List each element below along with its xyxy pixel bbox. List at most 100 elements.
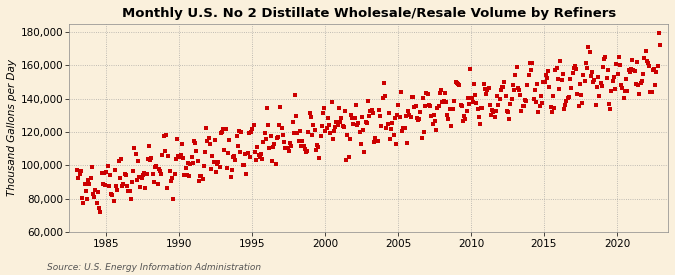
Point bbox=[402, 141, 412, 145]
Point bbox=[595, 81, 606, 86]
Point bbox=[515, 93, 526, 97]
Point bbox=[562, 96, 573, 100]
Point bbox=[594, 94, 605, 99]
Point bbox=[555, 58, 566, 63]
Point bbox=[330, 125, 341, 129]
Point bbox=[475, 121, 485, 126]
Point bbox=[531, 100, 541, 104]
Point bbox=[253, 153, 264, 157]
Point bbox=[145, 158, 156, 162]
Point bbox=[136, 175, 147, 180]
Point bbox=[230, 158, 241, 162]
Point bbox=[565, 77, 576, 81]
Point bbox=[259, 131, 270, 136]
Point bbox=[86, 165, 97, 169]
Point bbox=[400, 114, 411, 118]
Point bbox=[250, 158, 261, 163]
Point bbox=[377, 95, 388, 100]
Point bbox=[329, 128, 340, 133]
Point bbox=[73, 176, 84, 180]
Point bbox=[477, 106, 488, 110]
Point bbox=[462, 96, 473, 100]
Point bbox=[157, 153, 168, 157]
Point bbox=[297, 139, 308, 144]
Point bbox=[151, 163, 162, 168]
Point bbox=[168, 197, 179, 202]
Point bbox=[443, 117, 454, 122]
Point bbox=[138, 172, 148, 177]
Point bbox=[163, 154, 174, 158]
Point bbox=[182, 161, 193, 165]
Point bbox=[500, 94, 511, 98]
Point bbox=[304, 110, 315, 115]
Point bbox=[489, 115, 500, 119]
Point bbox=[467, 100, 478, 104]
Point bbox=[458, 119, 468, 123]
Point bbox=[421, 90, 432, 95]
Point bbox=[254, 155, 265, 160]
Point bbox=[274, 122, 285, 127]
Point bbox=[176, 142, 187, 147]
Point bbox=[219, 147, 230, 152]
Point bbox=[435, 91, 446, 95]
Point bbox=[608, 75, 619, 79]
Point bbox=[630, 82, 641, 87]
Point bbox=[559, 107, 570, 111]
Point bbox=[180, 166, 191, 170]
Point bbox=[190, 141, 200, 145]
Point bbox=[343, 155, 354, 159]
Point bbox=[628, 68, 639, 73]
Point bbox=[331, 120, 342, 125]
Point bbox=[547, 110, 558, 114]
Point bbox=[106, 192, 117, 196]
Y-axis label: Thousand Gallons per Day: Thousand Gallons per Day bbox=[7, 59, 17, 196]
Point bbox=[545, 105, 556, 109]
Point bbox=[153, 167, 164, 171]
Point bbox=[227, 155, 238, 159]
Point bbox=[265, 133, 276, 138]
Point bbox=[612, 72, 623, 76]
Point bbox=[534, 104, 545, 108]
Point bbox=[634, 92, 645, 96]
Point bbox=[109, 168, 120, 172]
Point bbox=[364, 114, 375, 118]
Point bbox=[267, 158, 277, 163]
Point bbox=[186, 155, 197, 159]
Point bbox=[218, 127, 229, 131]
Point bbox=[367, 107, 377, 112]
Point bbox=[224, 138, 235, 142]
Point bbox=[517, 104, 528, 109]
Point bbox=[262, 106, 273, 110]
Point bbox=[543, 68, 554, 73]
Point bbox=[549, 106, 560, 110]
Point bbox=[491, 94, 502, 98]
Point bbox=[105, 173, 115, 178]
Point bbox=[386, 127, 397, 131]
Point bbox=[91, 200, 102, 205]
Point bbox=[352, 123, 362, 128]
Point bbox=[273, 134, 284, 139]
Point bbox=[621, 77, 632, 81]
Point bbox=[425, 103, 435, 108]
Point bbox=[589, 78, 600, 82]
Point bbox=[526, 67, 537, 72]
Point bbox=[264, 146, 275, 151]
Point bbox=[252, 145, 263, 150]
Point bbox=[306, 132, 317, 137]
Point bbox=[290, 93, 300, 98]
Point bbox=[539, 80, 550, 84]
Point bbox=[506, 96, 517, 101]
Point bbox=[122, 184, 132, 188]
Point bbox=[207, 153, 218, 158]
Point bbox=[444, 107, 455, 111]
Point bbox=[337, 123, 348, 128]
Point bbox=[344, 137, 355, 141]
Point bbox=[97, 182, 108, 186]
Point bbox=[459, 114, 470, 119]
Title: Monthly U.S. No 2 Distillate Wholesale/Resale Volume by Refiners: Monthly U.S. No 2 Distillate Wholesale/R… bbox=[122, 7, 616, 20]
Point bbox=[358, 128, 369, 133]
Point bbox=[646, 90, 657, 94]
Point bbox=[376, 124, 387, 128]
Point bbox=[261, 136, 271, 141]
Point bbox=[83, 178, 94, 182]
